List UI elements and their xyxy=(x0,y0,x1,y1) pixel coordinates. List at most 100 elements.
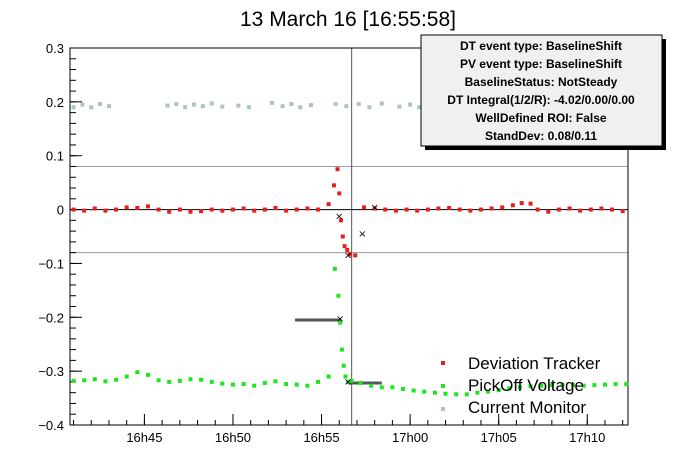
data-point xyxy=(457,207,462,212)
data-point xyxy=(326,374,331,379)
chart-title: 13 March 16 [16:55:58] xyxy=(240,8,456,31)
data-point xyxy=(305,206,310,211)
x-tick-label: 17h00 xyxy=(392,430,428,445)
data-point xyxy=(432,390,437,395)
data-point xyxy=(135,370,140,375)
data-point xyxy=(443,391,448,396)
data-point xyxy=(519,201,524,206)
data-point xyxy=(539,383,544,388)
data-point xyxy=(199,209,204,214)
data-point xyxy=(358,380,363,385)
data-point xyxy=(379,385,384,390)
data-point xyxy=(80,102,85,107)
event-marker: × xyxy=(344,250,352,261)
data-point xyxy=(342,244,347,249)
data-point xyxy=(560,382,565,387)
x-tick-label: 16h55 xyxy=(303,430,339,445)
data-point xyxy=(284,382,289,387)
data-point xyxy=(422,389,427,394)
data-point xyxy=(528,384,533,389)
data-point xyxy=(486,389,491,394)
data-point xyxy=(546,209,551,214)
data-point xyxy=(252,383,257,388)
event-marker: × xyxy=(344,377,352,388)
data-point xyxy=(344,104,349,109)
data-point xyxy=(588,207,593,212)
data-point xyxy=(209,379,214,384)
data-point xyxy=(308,103,313,108)
data-point xyxy=(335,167,340,172)
data-point xyxy=(177,378,182,383)
data-point xyxy=(124,374,129,379)
data-point xyxy=(82,208,87,213)
data-point xyxy=(556,207,561,212)
legend-label: Deviation Tracker xyxy=(468,354,601,373)
data-point xyxy=(332,266,337,271)
data-point xyxy=(528,201,533,206)
data-point xyxy=(436,206,441,211)
data-point xyxy=(507,386,512,391)
data-point xyxy=(331,183,336,188)
x-tick-label: 16h45 xyxy=(126,430,162,445)
y-tick-label: 0.2 xyxy=(46,95,64,110)
data-point xyxy=(379,101,384,106)
stats-line: StandDev: 0.08/0.11 xyxy=(485,129,597,143)
legend-label: Current Monitor xyxy=(468,398,586,417)
data-point xyxy=(209,101,214,106)
data-point xyxy=(535,207,540,212)
data-point xyxy=(241,382,246,387)
data-point xyxy=(294,382,299,387)
event-marker: × xyxy=(336,314,344,325)
data-point xyxy=(89,105,94,110)
plot-frame xyxy=(69,47,629,426)
stats-line: BaselineStatus: NotSteady xyxy=(465,75,618,89)
data-point xyxy=(103,208,108,213)
data-point xyxy=(347,252,352,257)
data-point xyxy=(298,105,303,110)
data-point xyxy=(316,207,320,212)
data-points: × × × × × × xyxy=(71,100,629,397)
segments xyxy=(294,318,382,385)
data-point xyxy=(343,374,348,379)
data-point xyxy=(326,202,331,207)
data-point xyxy=(124,205,129,210)
y-tick-label: 0.3 xyxy=(46,41,64,56)
data-point xyxy=(241,206,246,211)
data-point xyxy=(369,383,374,388)
data-point xyxy=(333,102,338,107)
axes: 0.3 0.2 0.1 0 −0.1 −0.2 −0.3 −0.4 16h45 16h50 16h5… xyxy=(38,41,629,445)
data-point xyxy=(71,105,76,110)
data-point xyxy=(624,382,629,387)
data-point xyxy=(517,385,522,390)
data-point xyxy=(230,382,235,387)
data-point xyxy=(71,207,76,212)
data-point xyxy=(273,205,278,210)
y-tick-label: −0.1 xyxy=(38,256,64,271)
y-tick-label: 0.1 xyxy=(46,149,64,164)
data-point xyxy=(416,105,421,110)
y-tick-label: −0.2 xyxy=(38,310,64,325)
data-point xyxy=(341,363,346,368)
data-point xyxy=(145,372,150,377)
data-point xyxy=(602,382,607,387)
data-point xyxy=(397,104,402,109)
y-tick-label: 0 xyxy=(57,203,64,218)
data-point xyxy=(500,205,505,210)
data-point xyxy=(346,379,351,384)
data-point xyxy=(578,208,583,213)
event-marker: × xyxy=(370,202,378,213)
data-point xyxy=(610,207,615,212)
data-point xyxy=(230,207,235,212)
data-point xyxy=(549,383,554,388)
data-point xyxy=(188,209,193,214)
event-marker: × xyxy=(358,229,366,240)
data-point xyxy=(408,102,413,107)
data-point xyxy=(156,378,161,383)
data-point xyxy=(135,205,140,210)
data-point xyxy=(425,207,430,212)
data-point xyxy=(174,102,179,107)
data-point xyxy=(165,103,170,108)
data-point xyxy=(284,208,289,213)
y-tick-label: −0.4 xyxy=(38,418,64,433)
